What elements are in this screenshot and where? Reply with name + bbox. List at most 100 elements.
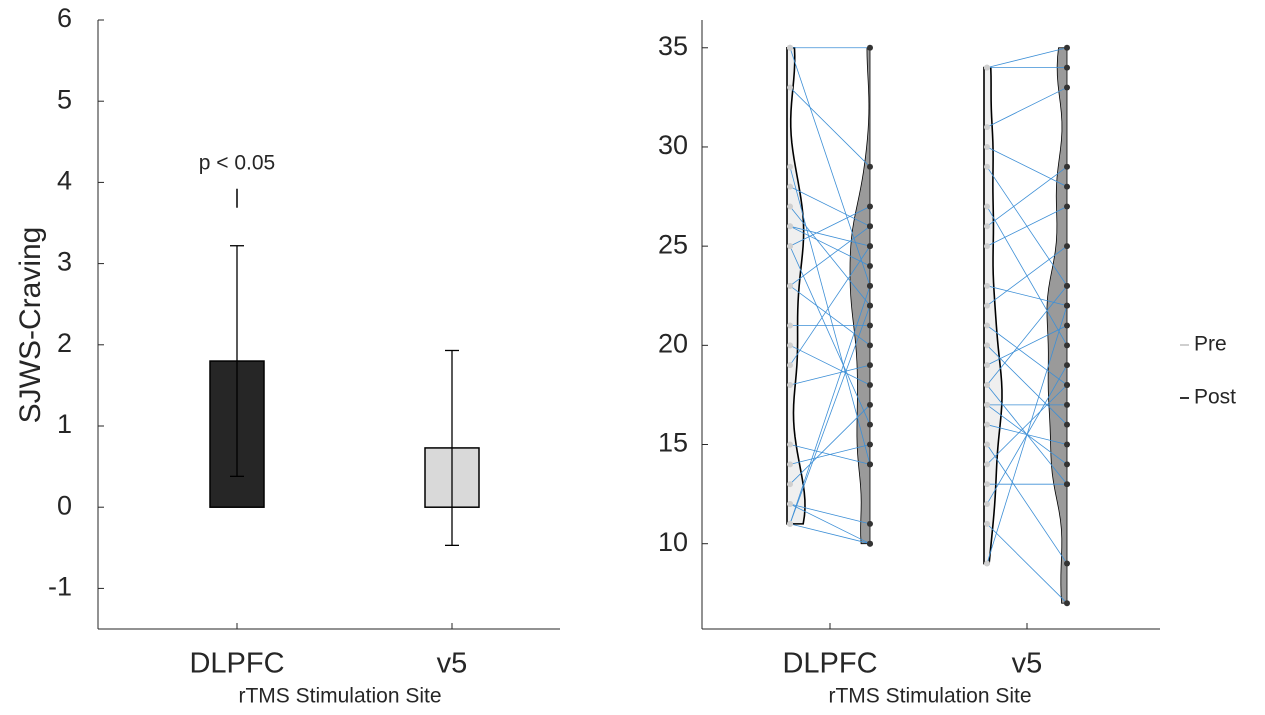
data-point — [787, 84, 793, 91]
pair-line — [789, 503, 871, 545]
data-point — [984, 481, 990, 488]
pair-line — [789, 206, 871, 247]
data-point — [867, 203, 873, 210]
y-tick-label: 0 — [57, 490, 72, 520]
y-axis-label: SJWS-Craving — [14, 227, 47, 424]
pair-line — [789, 225, 871, 287]
data-point — [1064, 203, 1070, 210]
data-point — [867, 520, 873, 527]
data-point — [787, 223, 793, 230]
data-point — [984, 441, 990, 448]
data-point — [787, 44, 793, 51]
y-tick-label: 30 — [658, 130, 688, 160]
x-tick-label: v5 — [437, 648, 468, 680]
data-point — [1064, 600, 1070, 607]
pair-line — [986, 285, 1068, 386]
pair-line — [986, 384, 1068, 465]
data-point — [1064, 560, 1070, 567]
pair-line — [789, 523, 871, 545]
data-point — [867, 342, 873, 349]
data-point — [1064, 401, 1070, 408]
data-point — [1064, 302, 1070, 309]
data-point — [984, 243, 990, 250]
data-point — [787, 520, 793, 527]
data-point — [867, 262, 873, 269]
data-point — [867, 163, 873, 170]
x-axis-label: rTMS Stimulation Site — [828, 685, 1031, 708]
pair-line — [789, 225, 871, 247]
data-point — [1064, 362, 1070, 369]
data-point — [1064, 84, 1070, 91]
y-tick-label: -1 — [48, 572, 72, 602]
data-point — [984, 461, 990, 468]
data-point — [1064, 342, 1070, 349]
data-point — [787, 481, 793, 488]
data-point — [867, 441, 873, 448]
data-point — [984, 560, 990, 567]
data-point — [984, 124, 990, 131]
data-point — [787, 163, 793, 170]
y-tick-label: 1 — [57, 409, 72, 439]
data-point — [867, 243, 873, 250]
pair-line — [986, 245, 1068, 306]
data-point — [984, 421, 990, 428]
pair-line — [789, 285, 871, 524]
violin — [849, 47, 871, 545]
data-point — [1064, 481, 1070, 488]
data-point — [984, 203, 990, 210]
data-point — [984, 163, 990, 170]
pair-line — [986, 206, 1068, 247]
data-point — [984, 401, 990, 408]
x-tick-label: DLPFC — [189, 648, 284, 680]
data-point — [984, 382, 990, 389]
data-point — [867, 540, 873, 547]
error-bar — [230, 245, 244, 477]
data-point — [867, 322, 873, 329]
pair-line — [789, 444, 871, 465]
pair-line — [789, 285, 871, 346]
data-point — [787, 441, 793, 448]
pair-line — [789, 87, 871, 168]
violin — [983, 66, 1003, 565]
data-point — [867, 44, 873, 51]
pair-line — [986, 146, 1068, 187]
data-point — [1064, 183, 1070, 190]
pair-line — [789, 245, 871, 366]
data-point — [984, 520, 990, 527]
pair-line — [986, 325, 1068, 386]
data-point — [787, 183, 793, 190]
data-point — [1064, 322, 1070, 329]
pair-line — [789, 47, 871, 286]
data-point — [984, 64, 990, 71]
data-point — [787, 203, 793, 210]
data-point — [867, 302, 873, 309]
data-point — [787, 362, 793, 369]
pair-line — [986, 305, 1068, 564]
pair-line — [986, 444, 1068, 564]
data-point — [867, 401, 873, 408]
data-point — [1064, 64, 1070, 71]
data-point — [984, 501, 990, 508]
pair-line — [986, 87, 1068, 128]
data-point — [1064, 163, 1070, 170]
data-point — [787, 342, 793, 349]
x-axis-label: rTMS Stimulation Site — [238, 685, 441, 708]
x-tick-label: DLPFC — [782, 648, 877, 680]
data-point — [984, 362, 990, 369]
y-tick-label: 10 — [658, 527, 688, 557]
pair-line — [789, 404, 871, 485]
pair-line — [789, 344, 871, 386]
data-point — [984, 322, 990, 329]
y-tick-label: 6 — [57, 3, 72, 33]
data-point — [1064, 44, 1070, 51]
y-tick-label: 2 — [57, 328, 72, 358]
y-tick-label: 20 — [658, 328, 688, 358]
data-point — [787, 461, 793, 468]
data-point — [867, 421, 873, 428]
data-point — [787, 322, 793, 329]
legend-label: Pre — [1194, 333, 1227, 356]
pair-line — [789, 503, 871, 525]
y-tick-label: 15 — [658, 428, 688, 458]
data-point — [787, 282, 793, 289]
